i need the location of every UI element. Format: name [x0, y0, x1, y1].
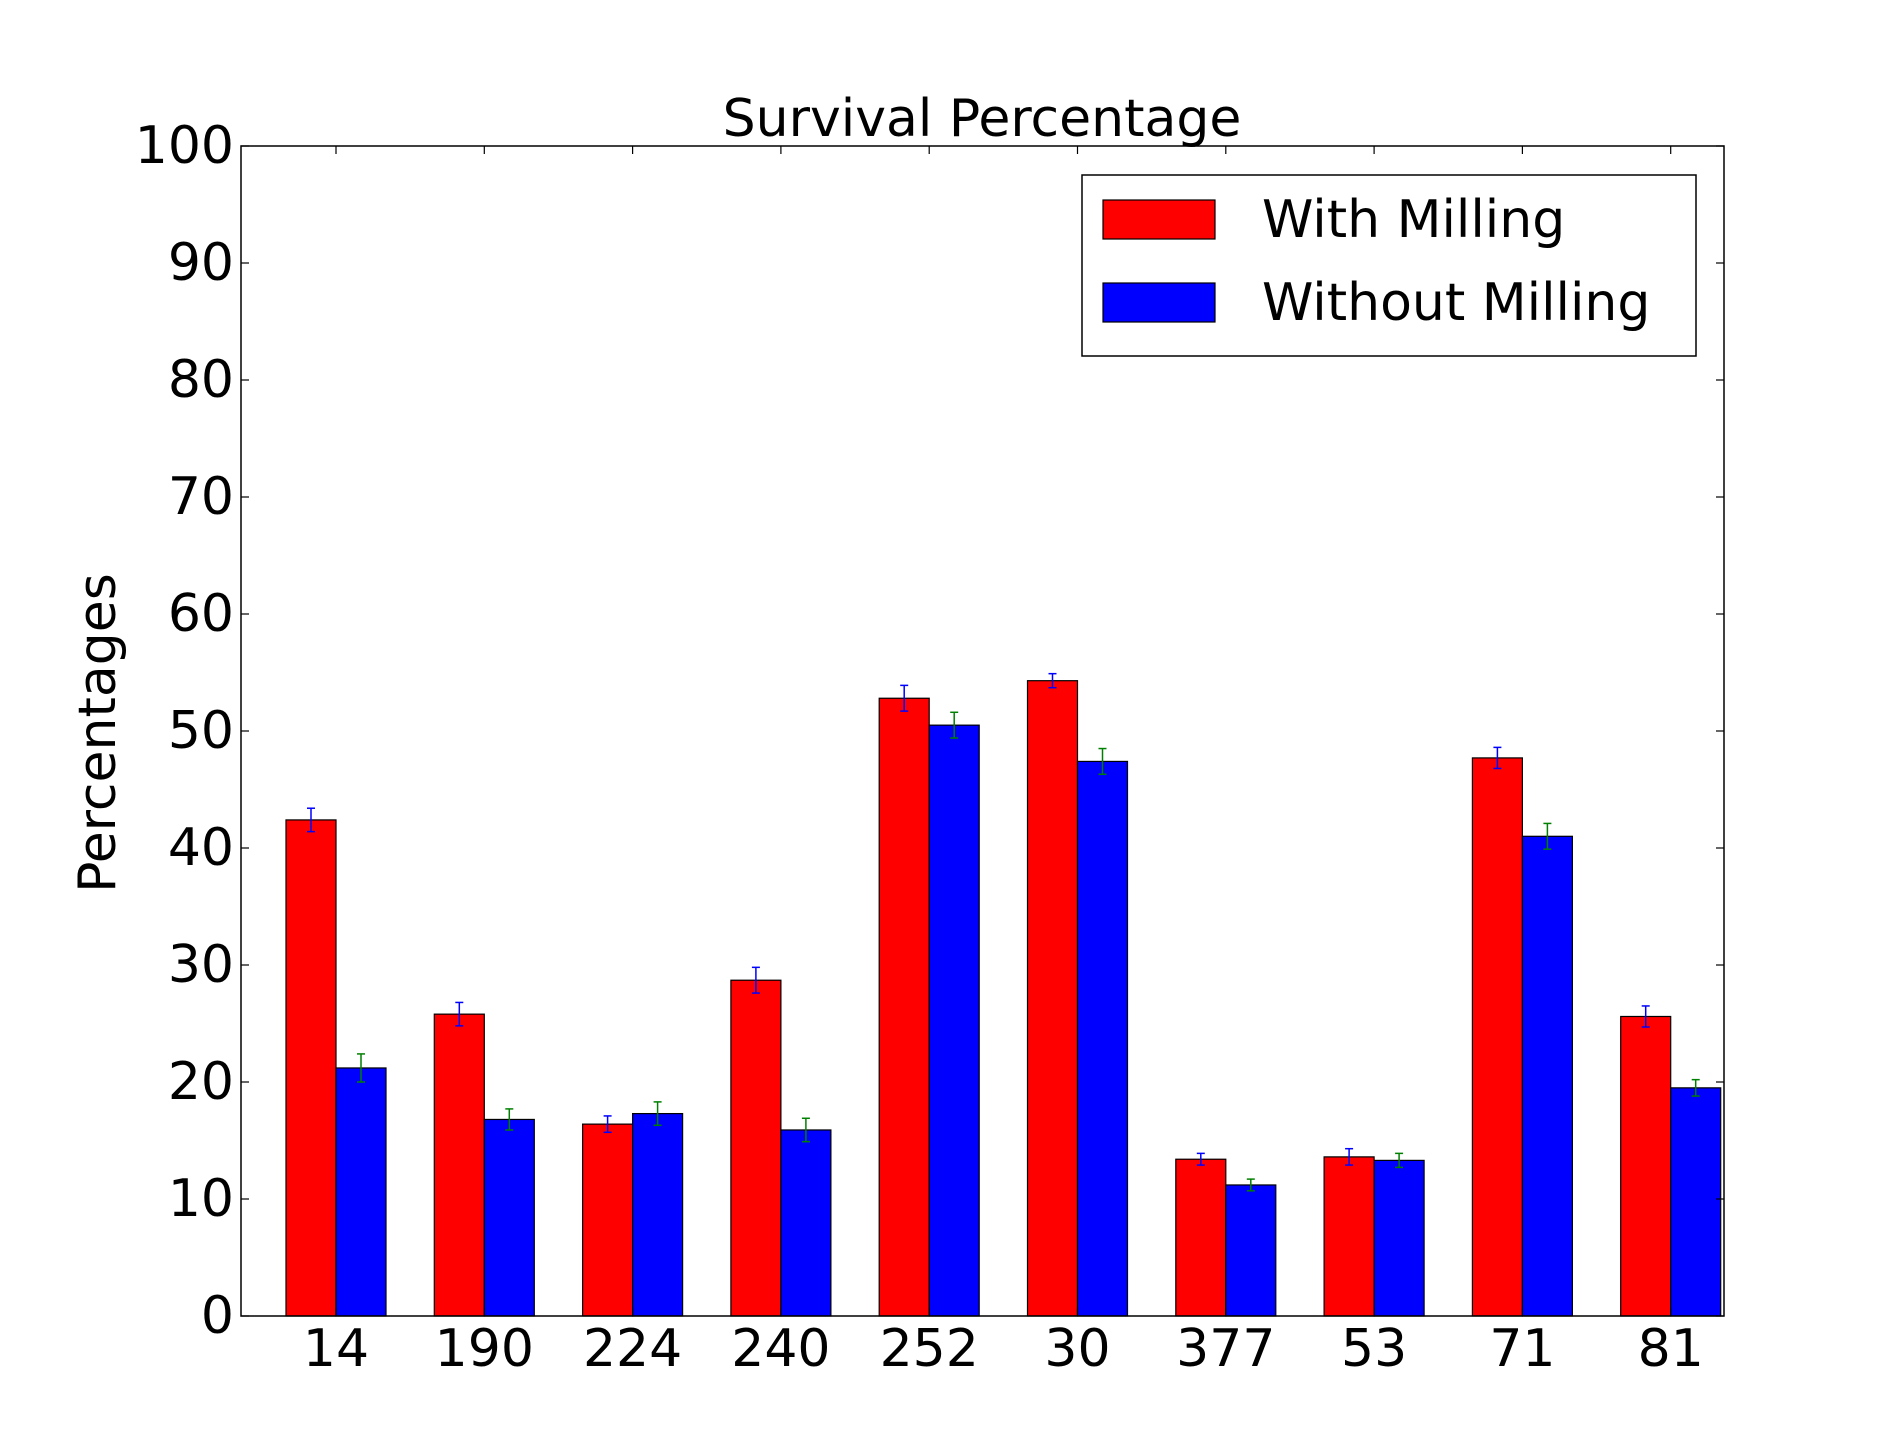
x-tick-label: 30 [1044, 1319, 1110, 1379]
x-tick-label: 53 [1341, 1319, 1407, 1379]
error-bars-layer [307, 672, 1700, 1192]
bar [483, 1118, 535, 1317]
y-axis: 0 10 20 30 40 50 60 70 80 90 100 [135, 116, 1724, 1346]
y-tick-label: 10 [168, 1169, 234, 1229]
x-tick-label: 71 [1489, 1319, 1555, 1379]
bar [730, 979, 782, 1317]
bar [1620, 1015, 1672, 1317]
legend-label: With Milling [1262, 190, 1565, 250]
legend: With Milling Without Milling [1081, 174, 1697, 357]
bar [878, 697, 930, 1317]
bar [1670, 1087, 1722, 1317]
x-tick-label: 252 [880, 1319, 979, 1379]
y-tick-label: 30 [168, 935, 234, 995]
x-tick-label: 190 [435, 1319, 534, 1379]
y-tick-label: 40 [168, 818, 234, 878]
x-tick-label: 224 [583, 1319, 682, 1379]
bar [1471, 757, 1524, 1317]
legend-swatch [1102, 282, 1216, 323]
legend-label: Without Milling [1262, 273, 1650, 333]
bar [1323, 1156, 1375, 1317]
bar [780, 1129, 832, 1317]
bar [631, 1112, 684, 1317]
y-axis-label: Percentages [68, 573, 128, 893]
y-tick-label: 70 [168, 467, 234, 527]
y-tick-label: 0 [201, 1286, 234, 1346]
y-tick-label: 20 [168, 1052, 234, 1112]
bar [581, 1123, 634, 1317]
bars-layer [285, 680, 1722, 1317]
bar [335, 1067, 387, 1317]
bar [928, 724, 980, 1317]
bar [285, 819, 337, 1317]
y-tick-label: 60 [168, 584, 234, 644]
x-tick-label: 377 [1176, 1319, 1275, 1379]
legend-swatch [1102, 199, 1216, 240]
x-tick-label: 240 [731, 1319, 830, 1379]
bar [1026, 680, 1079, 1317]
y-tick-label: 90 [168, 233, 234, 293]
chart-title: Survival Percentage [723, 89, 1242, 149]
y-tick-label: 100 [135, 116, 234, 176]
x-tick-label: 14 [303, 1319, 369, 1379]
bar [1373, 1159, 1425, 1317]
bar [1076, 760, 1129, 1317]
bar [1225, 1184, 1277, 1317]
x-tick-label: 81 [1638, 1319, 1704, 1379]
bar [1175, 1158, 1227, 1317]
y-tick-label: 80 [168, 350, 234, 410]
y-tick-label: 50 [168, 701, 234, 761]
bar [433, 1013, 485, 1317]
x-axis: 14 190 224 240 252 30 377 53 71 81 [303, 146, 1704, 1379]
bar [1521, 835, 1574, 1317]
